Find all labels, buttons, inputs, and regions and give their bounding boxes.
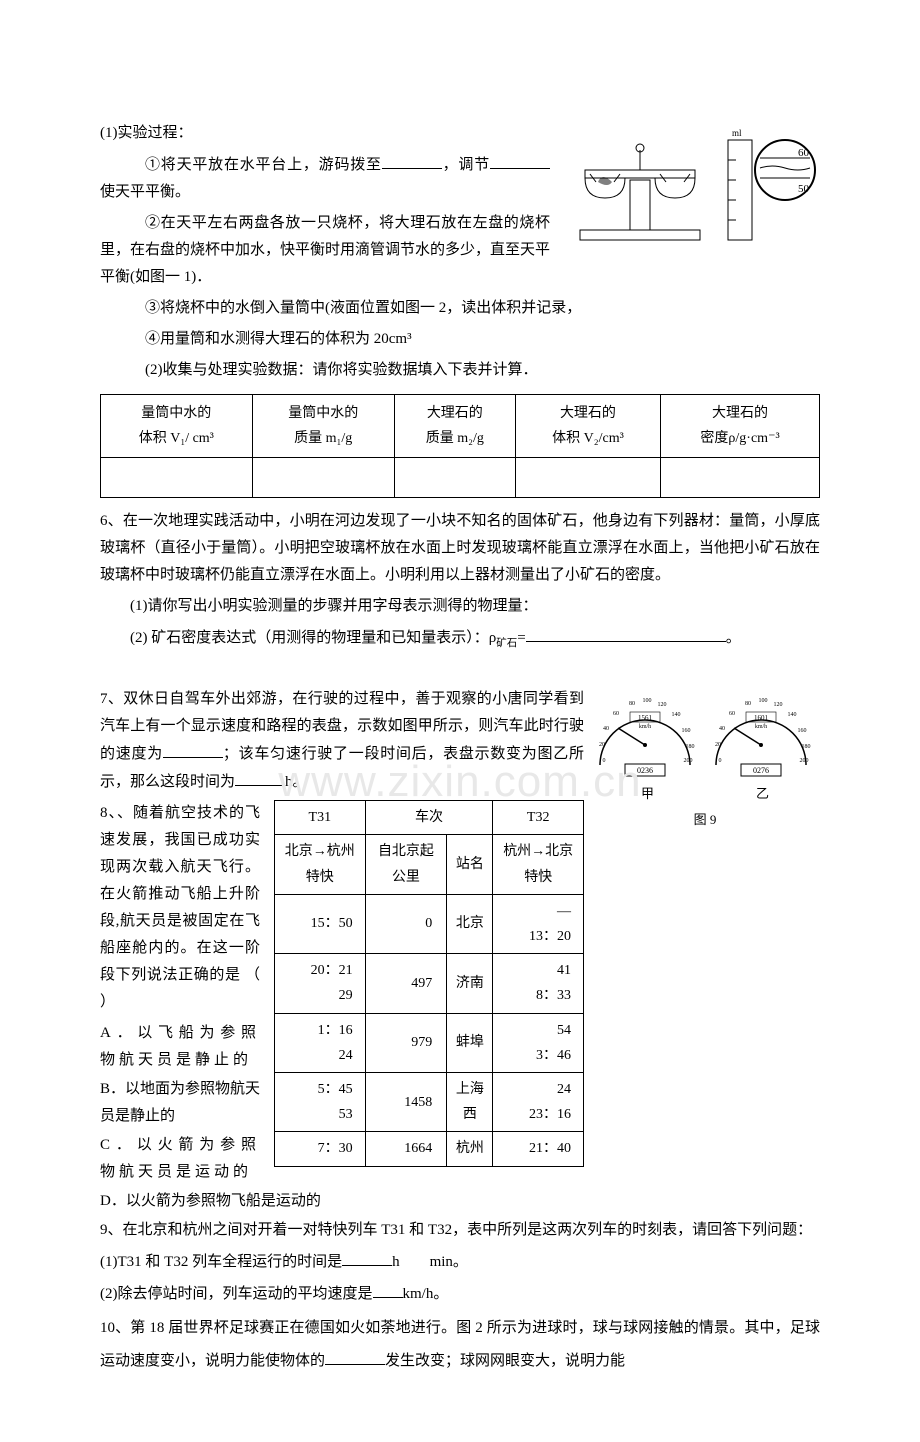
q5-s4: ④用量筒和水测得大理石的体积为 20cm³: [100, 326, 820, 353]
svg-text:km/h: km/h: [639, 724, 651, 730]
balance-cylinder-diagram: ml 60 50: [560, 120, 820, 250]
svg-text:160: 160: [682, 728, 691, 734]
svg-text:20: 20: [715, 742, 721, 748]
svg-text:40: 40: [603, 726, 609, 732]
svg-text:0: 0: [719, 758, 722, 764]
th-rho: 大理石的密度ρ/g·cm⁻³: [661, 395, 820, 458]
speedometer-figure: 02040 6080100 120140160 180200 km/h 1561…: [590, 690, 820, 831]
q9-sub2b: km/h。: [403, 1286, 449, 1302]
q5-s1b: ，调节: [442, 157, 490, 173]
sh-2: 自北京起公里: [365, 835, 447, 894]
sh-1: 北京→杭州特快: [275, 835, 366, 894]
q9-sub2a: (2)除去停站时间，列车运动的平均速度是: [100, 1286, 373, 1302]
blank: [373, 1280, 403, 1298]
q6-stem: 6、在一次地理实践活动中，小明在河边发现了一小块不知名的固体矿石，他身边有下列器…: [100, 508, 820, 589]
table-row: 5：4553 1458 上海西 2423：16: [275, 1072, 584, 1131]
th-t32: T32: [493, 801, 584, 835]
table-row: 7：30 1664 杭州 21：40: [275, 1132, 584, 1166]
svg-text:160: 160: [798, 728, 807, 734]
svg-text:60: 60: [798, 147, 810, 159]
svg-text:120: 120: [774, 702, 783, 708]
q6-sub2b: =: [517, 630, 525, 646]
svg-text:0: 0: [603, 758, 606, 764]
gauge-label-right: 乙: [756, 782, 769, 805]
svg-text:20: 20: [599, 742, 605, 748]
th-mid: 车次: [365, 801, 493, 835]
q5-s3: ③将烧杯中的水倒入量筒中(液面位置如图一 2，读出体积并记录，: [100, 295, 820, 322]
blank: [490, 151, 550, 169]
svg-text:km/h: km/h: [755, 724, 767, 730]
q5-data-table: 量筒中水的体积 V₁/ cm³ 量筒中水的质量 m₁/g 大理石的质量 m₂/g…: [100, 394, 820, 498]
q10: 10、第 18 届世界杯足球赛正在德国如火如荼地进行。图 2 所示为进球时，球与…: [100, 1312, 820, 1378]
gauge-right: 0 20 40 60 80 100 120 140 160 180 200 km/h 1601…: [706, 690, 816, 780]
cell: [252, 458, 394, 498]
q9-sub1c: min。: [430, 1254, 468, 1270]
svg-text:0276: 0276: [753, 766, 769, 775]
svg-text:180: 180: [686, 744, 695, 750]
table-row: 20：2129 497 济南 418：33: [275, 954, 584, 1013]
gauge-left: 0 20 40 60 80 100 120 140 160 180 200 km/h 1561…: [590, 690, 700, 780]
th-v1: 量筒中水的体积 V₁/ cm³: [101, 395, 253, 458]
cell: [101, 458, 253, 498]
svg-text:40: 40: [719, 726, 725, 732]
q10-b: 发生改变；球网网眼变大，说明力能: [385, 1353, 625, 1369]
q6-sub2-sub: 矿石: [496, 638, 517, 649]
q9-sub1: (1)T31 和 T32 列车全程运行的时间是 h min。: [100, 1248, 820, 1276]
th-m1: 量筒中水的质量 m₁/g: [252, 395, 394, 458]
svg-text:60: 60: [729, 711, 735, 717]
q9-stem: 9、在北京和杭州之间对开着一对特快列车 T31 和 T32，表中所列是这两次列车…: [100, 1217, 820, 1244]
q6-sub1: (1)请你写出小明实验测量的步骤并用字母表示测得的物理量：: [100, 593, 820, 620]
sh-3: 站名: [447, 835, 493, 894]
svg-text:80: 80: [629, 701, 635, 707]
blank: [325, 1347, 385, 1365]
svg-text:60: 60: [613, 711, 619, 717]
sh-4: 杭州→北京特快: [493, 835, 584, 894]
q5-p2: (2)收集与处理实验数据：请你将实验数据填入下表并计算．: [100, 357, 820, 384]
blank: [382, 151, 442, 169]
svg-text:100: 100: [643, 698, 652, 704]
q8-D: D．以火箭为参照物飞船是运动的: [100, 1188, 820, 1215]
cell: [394, 458, 515, 498]
svg-text:180: 180: [802, 744, 811, 750]
table-row: 15：50 0 北京 —13：20: [275, 894, 584, 953]
cell: [515, 458, 660, 498]
svg-text:100: 100: [759, 698, 768, 704]
svg-text:120: 120: [658, 702, 667, 708]
blank: [342, 1248, 392, 1266]
th-t31: T31: [275, 801, 366, 835]
train-table-wrap: T31 车次 T32 北京→杭州特快 自北京起公里 站名 杭州→北京特快 15：…: [274, 800, 584, 1166]
q5-s1c: 使天平平衡。: [100, 184, 190, 200]
svg-text:50: 50: [798, 183, 810, 195]
blank: [235, 768, 285, 786]
gauge-label-left: 甲: [641, 782, 654, 805]
q6-sub2: (2) 矿石密度表达式（用测得的物理量和已知量表示）：ρ矿石=。: [100, 624, 820, 654]
train-table: T31 车次 T32 北京→杭州特快 自北京起公里 站名 杭州→北京特快 15：…: [274, 800, 584, 1166]
gauge-caption: 图 9: [590, 808, 820, 831]
th-v2: 大理石的体积 V₂/cm³: [515, 395, 660, 458]
svg-text:ml: ml: [732, 128, 742, 138]
svg-text:0236: 0236: [637, 766, 653, 775]
svg-text:1561: 1561: [638, 714, 653, 722]
svg-text:80: 80: [745, 701, 751, 707]
blank: [526, 624, 726, 642]
svg-text:140: 140: [788, 712, 797, 718]
q9-sub1a: (1)T31 和 T32 列车全程运行的时间是: [100, 1254, 342, 1270]
q7-c: h。: [285, 774, 308, 790]
blank: [163, 740, 223, 758]
q6-sub2a: (2) 矿石密度表达式（用测得的物理量和已知量表示）：ρ: [130, 630, 496, 646]
table-row: 1：1624 979 蚌埠 543：46: [275, 1013, 584, 1072]
blank: [400, 1248, 430, 1266]
q9-sub2: (2)除去停站时间，列车运动的平均速度是 km/h。: [100, 1280, 820, 1308]
svg-text:140: 140: [672, 712, 681, 718]
svg-text:200: 200: [684, 758, 693, 764]
svg-text:200: 200: [800, 758, 809, 764]
th-m2: 大理石的质量 m₂/g: [394, 395, 515, 458]
svg-text:1601: 1601: [754, 714, 769, 722]
cell: [661, 458, 820, 498]
q9-sub1b: h: [392, 1254, 400, 1270]
q5-s1a: ①将天平放在水平台上，游码拨至: [145, 157, 382, 173]
